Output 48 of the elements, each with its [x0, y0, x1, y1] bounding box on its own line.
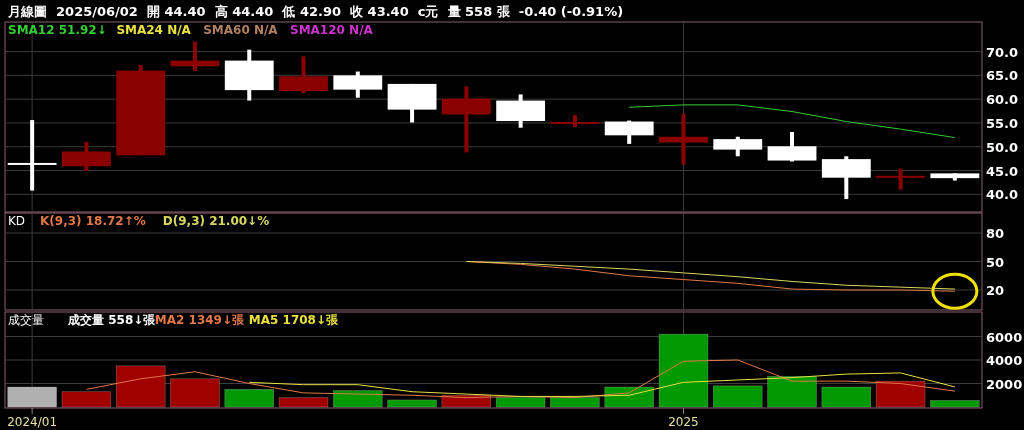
y-tick-label: 70.0 — [986, 44, 1019, 60]
bar — [550, 397, 600, 408]
bar — [224, 389, 274, 408]
legend-label: SMA24 N/A — [116, 23, 192, 37]
y-axis-title: KD — [8, 214, 26, 228]
bar — [333, 390, 383, 408]
text: SMA12 51.92↓ — [8, 23, 107, 37]
x-tick-label: 2025 — [668, 415, 699, 429]
y-tick-label: 55.0 — [986, 115, 1019, 131]
y-tick-label: 20 — [986, 283, 1005, 298]
line-series — [465, 261, 956, 290]
candlestick — [876, 168, 926, 190]
legend-label: SMA120 N/A — [290, 23, 374, 37]
bar — [821, 386, 872, 408]
bar — [713, 385, 763, 408]
text: MA2 1349↓張 — [154, 313, 246, 327]
bar — [930, 400, 980, 408]
bar — [495, 397, 546, 408]
y-tick-label: 45.0 — [986, 163, 1019, 179]
bar — [767, 376, 817, 408]
y-tick-label: 80 — [986, 226, 1005, 241]
text: D(9,3) 21.00↓% — [162, 214, 270, 228]
bar — [278, 397, 329, 408]
line-series — [628, 104, 956, 139]
bar — [387, 399, 437, 408]
y-tick-label: 2000 — [986, 376, 1023, 392]
bar — [170, 378, 220, 408]
text: MA5 1708↓張 — [248, 313, 340, 327]
text: K(9,3) 18.72↑% — [40, 214, 146, 228]
legend-label: SMA60 N/A — [203, 23, 279, 37]
y-tick-label: 4000 — [986, 353, 1023, 368]
y-tick-label: 50.0 — [986, 139, 1019, 155]
bar — [7, 386, 57, 408]
y-axis-title: 成交量 — [8, 313, 44, 327]
bar — [658, 333, 709, 408]
y-tick-label: 60.0 — [986, 92, 1019, 108]
line-series — [85, 359, 956, 399]
y-tick-label: 50 — [986, 254, 1005, 270]
bar — [875, 380, 926, 408]
x-tick-label: 2024/01 — [7, 415, 58, 429]
bar — [61, 391, 112, 408]
text: 成交量 558↓張 — [67, 313, 157, 327]
y-tick-label: 40.0 — [986, 187, 1019, 203]
y-tick-label: 65.0 — [986, 68, 1019, 84]
line-series — [248, 372, 956, 397]
y-tick-label: 6000 — [986, 329, 1023, 345]
bar — [115, 365, 166, 408]
chart-title: 月線圖 2025/06/02 開 44.40 高 44.40 低 42.90 收 43.40 c元 量 558 張 -0.40 (-0.91%) — [7, 4, 624, 19]
